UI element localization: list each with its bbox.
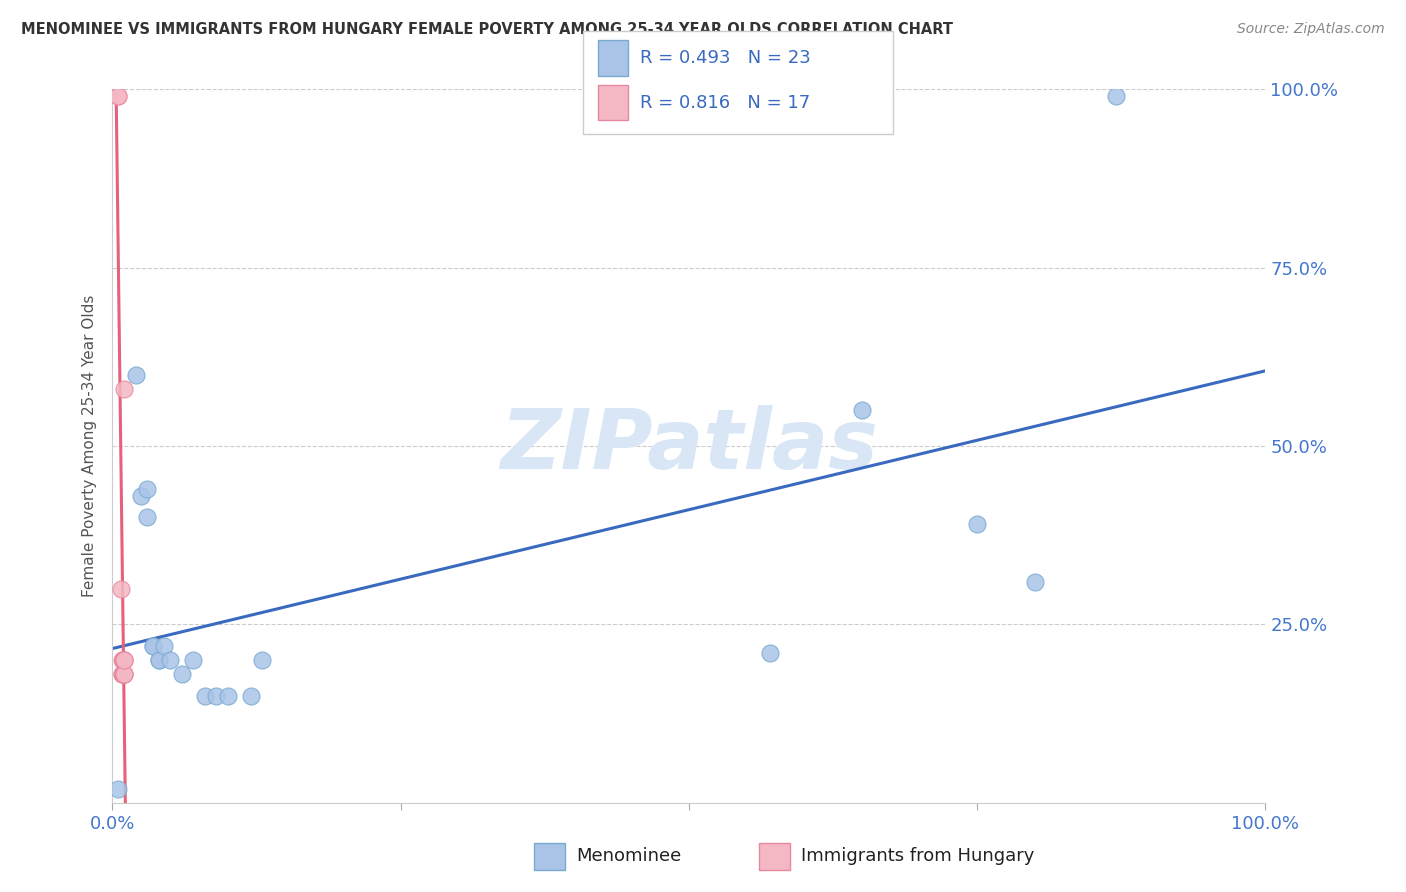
- Point: [112, 667, 135, 681]
- Point: [111, 667, 134, 681]
- Text: Source: ZipAtlas.com: Source: ZipAtlas.com: [1237, 22, 1385, 37]
- Text: R = 0.493   N = 23: R = 0.493 N = 23: [640, 49, 810, 67]
- Point: [252, 653, 274, 667]
- Point: [194, 689, 217, 703]
- Point: [159, 653, 181, 667]
- Text: MENOMINEE VS IMMIGRANTS FROM HUNGARY FEMALE POVERTY AMONG 25-34 YEAR OLDS CORREL: MENOMINEE VS IMMIGRANTS FROM HUNGARY FEM…: [21, 22, 953, 37]
- Point: [1104, 89, 1126, 103]
- Point: [136, 482, 159, 496]
- Point: [107, 89, 129, 103]
- Point: [153, 639, 176, 653]
- Text: ZIPatlas: ZIPatlas: [501, 406, 877, 486]
- Point: [111, 667, 134, 681]
- Point: [112, 653, 135, 667]
- Point: [112, 653, 135, 667]
- Point: [239, 689, 262, 703]
- Point: [851, 403, 873, 417]
- Text: Menominee: Menominee: [576, 847, 682, 865]
- Point: [181, 653, 204, 667]
- Point: [142, 639, 165, 653]
- Point: [129, 489, 153, 503]
- Point: [148, 653, 170, 667]
- Point: [136, 510, 159, 524]
- Point: [142, 639, 165, 653]
- Point: [107, 89, 129, 103]
- Point: [111, 653, 134, 667]
- Point: [112, 653, 135, 667]
- Point: [112, 667, 135, 681]
- Text: R = 0.816   N = 17: R = 0.816 N = 17: [640, 94, 810, 112]
- Y-axis label: Female Poverty Among 25-34 Year Olds: Female Poverty Among 25-34 Year Olds: [82, 295, 97, 597]
- Point: [148, 653, 170, 667]
- Point: [111, 653, 134, 667]
- Point: [966, 517, 988, 532]
- Point: [217, 689, 239, 703]
- Point: [112, 667, 135, 681]
- Point: [205, 689, 228, 703]
- Point: [112, 382, 135, 396]
- Point: [111, 653, 134, 667]
- Point: [111, 667, 134, 681]
- Point: [110, 582, 132, 596]
- Text: Immigrants from Hungary: Immigrants from Hungary: [801, 847, 1035, 865]
- Point: [758, 646, 780, 660]
- Point: [1024, 574, 1046, 589]
- Point: [111, 667, 134, 681]
- Point: [124, 368, 146, 382]
- Point: [170, 667, 193, 681]
- Point: [107, 781, 129, 796]
